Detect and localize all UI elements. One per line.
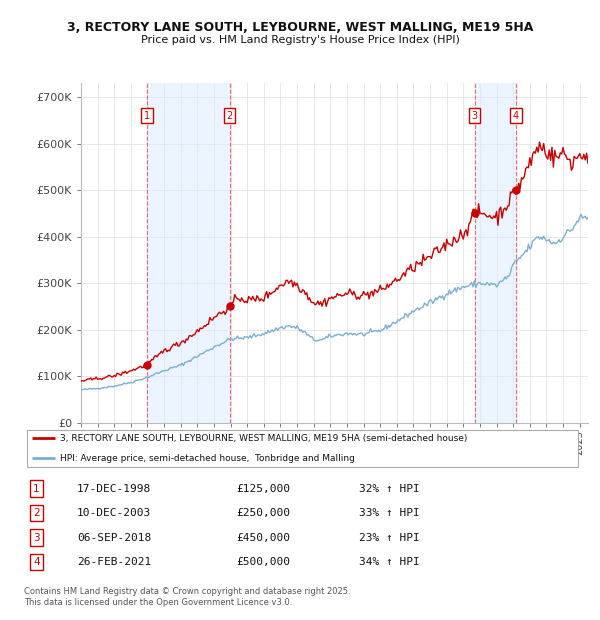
Bar — [475, 83, 516, 423]
Text: 2: 2 — [226, 110, 233, 121]
Text: 3, RECTORY LANE SOUTH, LEYBOURNE, WEST MALLING, ME19 5HA (semi-detached house): 3, RECTORY LANE SOUTH, LEYBOURNE, WEST M… — [60, 434, 467, 443]
Text: Price paid vs. HM Land Registry's House Price Index (HPI): Price paid vs. HM Land Registry's House … — [140, 35, 460, 45]
Text: £500,000: £500,000 — [236, 557, 290, 567]
Text: 1: 1 — [33, 484, 40, 494]
Text: 32% ↑ HPI: 32% ↑ HPI — [359, 484, 419, 494]
Text: 17-DEC-1998: 17-DEC-1998 — [77, 484, 151, 494]
Text: 2: 2 — [33, 508, 40, 518]
FancyBboxPatch shape — [27, 430, 578, 466]
Text: 3, RECTORY LANE SOUTH, LEYBOURNE, WEST MALLING, ME19 5HA: 3, RECTORY LANE SOUTH, LEYBOURNE, WEST M… — [67, 21, 533, 34]
Bar — [147, 83, 230, 423]
Text: 10-DEC-2003: 10-DEC-2003 — [77, 508, 151, 518]
Text: £250,000: £250,000 — [236, 508, 290, 518]
Text: HPI: Average price, semi-detached house,  Tonbridge and Malling: HPI: Average price, semi-detached house,… — [60, 454, 355, 463]
Text: 4: 4 — [513, 110, 519, 121]
Text: Contains HM Land Registry data © Crown copyright and database right 2025.
This d: Contains HM Land Registry data © Crown c… — [24, 587, 350, 606]
Text: 06-SEP-2018: 06-SEP-2018 — [77, 533, 151, 542]
Text: 4: 4 — [33, 557, 40, 567]
Text: £450,000: £450,000 — [236, 533, 290, 542]
Text: 26-FEB-2021: 26-FEB-2021 — [77, 557, 151, 567]
Text: 1: 1 — [144, 110, 150, 121]
Text: £125,000: £125,000 — [236, 484, 290, 494]
Text: 3: 3 — [472, 110, 478, 121]
Text: 34% ↑ HPI: 34% ↑ HPI — [359, 557, 419, 567]
Text: 23% ↑ HPI: 23% ↑ HPI — [359, 533, 419, 542]
Text: 3: 3 — [33, 533, 40, 542]
Text: 33% ↑ HPI: 33% ↑ HPI — [359, 508, 419, 518]
